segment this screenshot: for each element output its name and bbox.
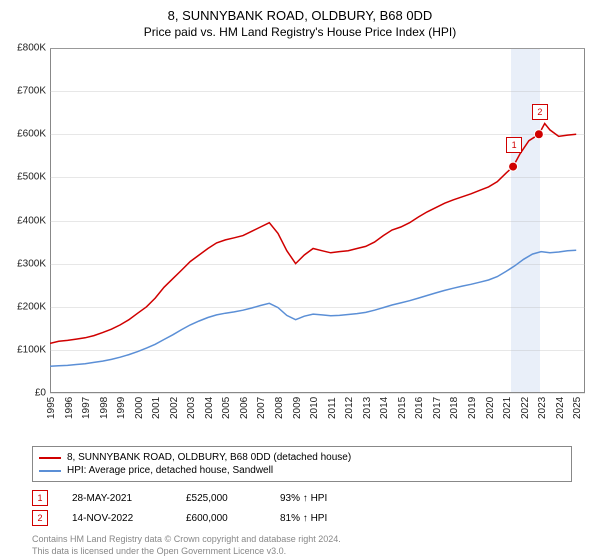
transaction-delta: 93% ↑ HPI	[280, 493, 327, 504]
y-tick-label: £700K	[17, 86, 46, 97]
x-tick-label: 2002	[169, 397, 180, 419]
y-tick-label: £200K	[17, 301, 46, 312]
y-tick-label: £300K	[17, 258, 46, 269]
y-tick-label: £100K	[17, 344, 46, 355]
x-tick-label: 1997	[81, 397, 92, 419]
transaction-price: £525,000	[186, 493, 256, 504]
series-line-hpi	[50, 250, 576, 366]
chart-title: 8, SUNNYBANK ROAD, OLDBURY, B68 0DD	[0, 0, 600, 23]
x-tick-label: 2009	[292, 397, 303, 419]
transaction-row: 1 28-MAY-2021 £525,000 93% ↑ HPI	[32, 490, 327, 506]
lines-layer	[50, 48, 585, 393]
legend-label: 8, SUNNYBANK ROAD, OLDBURY, B68 0DD (det…	[67, 452, 351, 463]
x-tick-label: 2001	[151, 397, 162, 419]
y-tick-label: £500K	[17, 172, 46, 183]
x-tick-label: 2008	[274, 397, 285, 419]
footer-license: This data is licensed under the Open Gov…	[32, 546, 286, 556]
x-tick-label: 2005	[221, 397, 232, 419]
y-tick-label: £400K	[17, 215, 46, 226]
marker-badge: 1	[32, 490, 48, 506]
legend-row: HPI: Average price, detached house, Sand…	[39, 464, 565, 477]
chart-container: 8, SUNNYBANK ROAD, OLDBURY, B68 0DD Pric…	[0, 0, 600, 560]
x-tick-label: 2021	[502, 397, 513, 419]
series-line-price_paid	[50, 124, 576, 344]
x-tick-label: 2014	[379, 397, 390, 419]
x-tick-label: 2020	[485, 397, 496, 419]
x-tick-label: 2018	[449, 397, 460, 419]
transaction-delta: 81% ↑ HPI	[280, 513, 327, 524]
x-tick-label: 2024	[555, 397, 566, 419]
callout-badge: 1	[506, 137, 522, 153]
x-tick-label: 1996	[64, 397, 75, 419]
transaction-date: 28-MAY-2021	[72, 493, 162, 504]
legend-swatch	[39, 470, 61, 472]
transaction-price: £600,000	[186, 513, 256, 524]
callout-badge: 2	[532, 104, 548, 120]
transaction-marker	[509, 162, 518, 171]
y-tick-label: £0	[35, 388, 46, 399]
legend-swatch	[39, 457, 61, 459]
x-tick-label: 2017	[432, 397, 443, 419]
x-tick-label: 2010	[309, 397, 320, 419]
x-tick-label: 1998	[99, 397, 110, 419]
x-tick-label: 2022	[520, 397, 531, 419]
x-tick-label: 2006	[239, 397, 250, 419]
chart-subtitle: Price paid vs. HM Land Registry's House …	[0, 23, 600, 39]
legend: 8, SUNNYBANK ROAD, OLDBURY, B68 0DD (det…	[32, 446, 572, 482]
x-tick-label: 2003	[186, 397, 197, 419]
x-tick-label: 2016	[414, 397, 425, 419]
x-tick-label: 1999	[116, 397, 127, 419]
x-tick-label: 2011	[327, 397, 338, 419]
x-tick-label: 2019	[467, 397, 478, 419]
legend-row: 8, SUNNYBANK ROAD, OLDBURY, B68 0DD (det…	[39, 451, 565, 464]
legend-label: HPI: Average price, detached house, Sand…	[67, 465, 273, 476]
transaction-marker	[534, 130, 543, 139]
x-tick-label: 2013	[362, 397, 373, 419]
x-tick-label: 2012	[344, 397, 355, 419]
gridline	[50, 393, 585, 394]
x-tick-label: 2025	[572, 397, 583, 419]
y-tick-label: £600K	[17, 129, 46, 140]
x-tick-label: 2007	[256, 397, 267, 419]
x-tick-label: 2023	[537, 397, 548, 419]
transaction-row: 2 14-NOV-2022 £600,000 81% ↑ HPI	[32, 510, 327, 526]
x-tick-label: 2015	[397, 397, 408, 419]
plot-area: 12 £0£100K£200K£300K£400K£500K£600K£700K…	[50, 48, 585, 393]
x-tick-label: 1995	[46, 397, 57, 419]
x-tick-label: 2004	[204, 397, 215, 419]
marker-badge: 2	[32, 510, 48, 526]
transaction-date: 14-NOV-2022	[72, 513, 162, 524]
footer-copyright: Contains HM Land Registry data © Crown c…	[32, 534, 341, 544]
y-tick-label: £800K	[17, 43, 46, 54]
x-tick-label: 2000	[134, 397, 145, 419]
